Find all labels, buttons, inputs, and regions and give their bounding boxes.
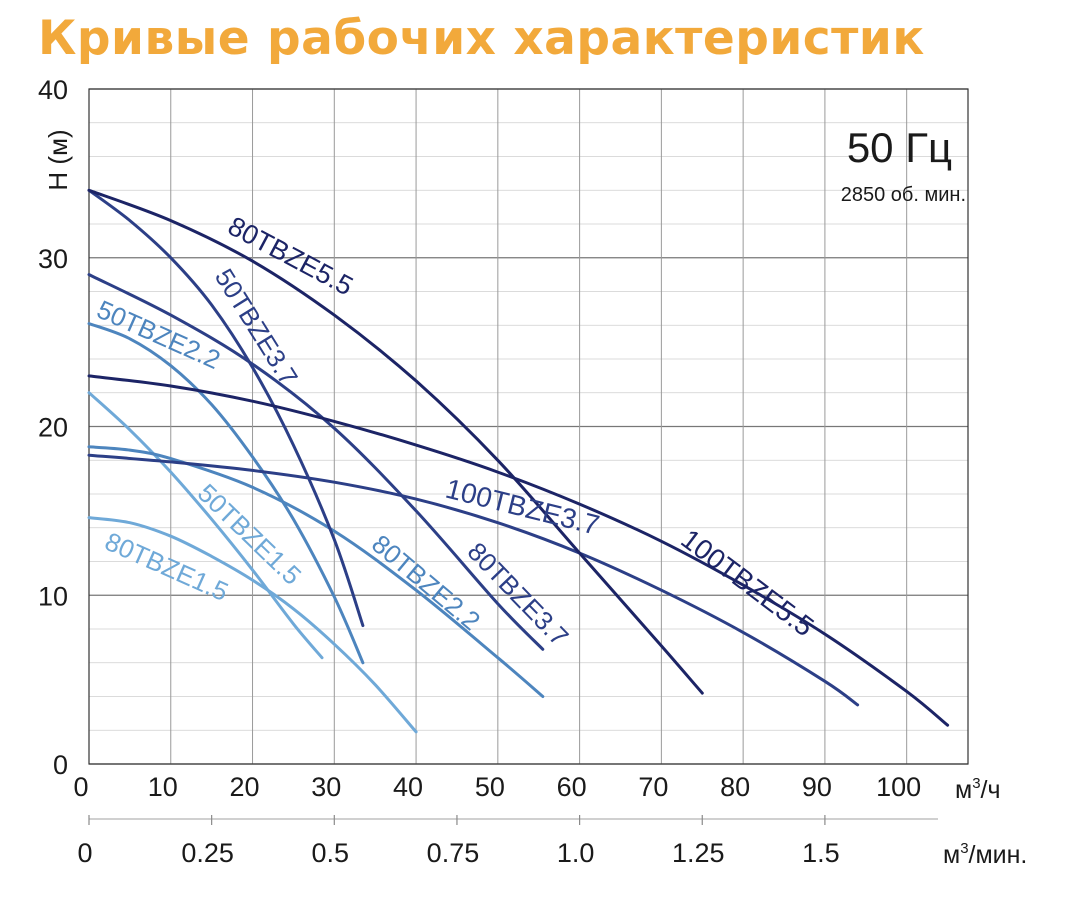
axes: 0 10 20 30 40 0 10 20 30 40 50 60 70 80 90 100 0 0.25 0.5 0… [38,75,938,868]
y-tick-label: 30 [38,244,68,274]
curve-50tbze1-5 [87,391,324,660]
curve-labels: 50TBZE1.580TBZE1.550TBZE2.280TBZE2.250TB… [93,211,820,652]
speed-label: 2850 об. мин. [841,184,966,206]
x-tick-label: 50 [475,772,505,802]
curve-100tbze3-7 [87,453,860,707]
curves [87,188,950,734]
x-tick-label: 70 [638,772,668,802]
y-tick-label: 0 [53,750,68,780]
curve-80tbze1-5 [87,516,418,734]
x-tick-label: 60 [557,772,587,802]
plot-frame [88,88,969,765]
x-tick-label: 90 [802,772,832,802]
x-tick-label: 20 [230,772,260,802]
secondary-x-tick-label: 0.25 [181,838,234,868]
x-tick-label: 10 [148,772,178,802]
curve-80tbze3-7 [87,273,545,651]
secondary-x-tick-label: 1.25 [672,838,725,868]
x-tick-label: 30 [311,772,341,802]
x-tick-label: 80 [720,772,750,802]
y-tick-label: 40 [38,75,68,105]
x-tick-label: 0 [73,772,88,802]
x-tick-label: 100 [876,772,921,802]
curve-label: 100TBZE5.5 [675,523,819,642]
secondary-x-tick-label: 1.5 [802,838,840,868]
curve-80tbze5-5 [87,188,704,695]
y-tick-label: 20 [38,413,68,443]
y-axis-label: H (м) [43,129,73,190]
x-tick-label: 40 [393,772,423,802]
x-axis-label: м3/ч [955,775,1001,804]
secondary-x-tick-label: 0 [77,838,92,868]
curve-80tbze2-2 [87,445,545,698]
curve-label: 80TBZE3.7 [462,536,575,651]
curve-label: 80TBZE2.2 [366,529,486,637]
secondary-x-tick-label: 1.0 [557,838,595,868]
grid [88,88,968,765]
secondary-x-tick-label: 0.75 [427,838,480,868]
curve-100tbze5-5 [87,374,950,727]
secondary-x-axis-label: м3/мин. [943,840,1027,869]
secondary-x-tick-label: 0.5 [312,838,350,868]
frequency-label: 50 Гц [847,124,952,171]
y-tick-label: 10 [38,581,68,611]
curve-50tbze2-2 [87,322,365,665]
chart-title: Кривые рабочих характеристик [38,11,925,66]
